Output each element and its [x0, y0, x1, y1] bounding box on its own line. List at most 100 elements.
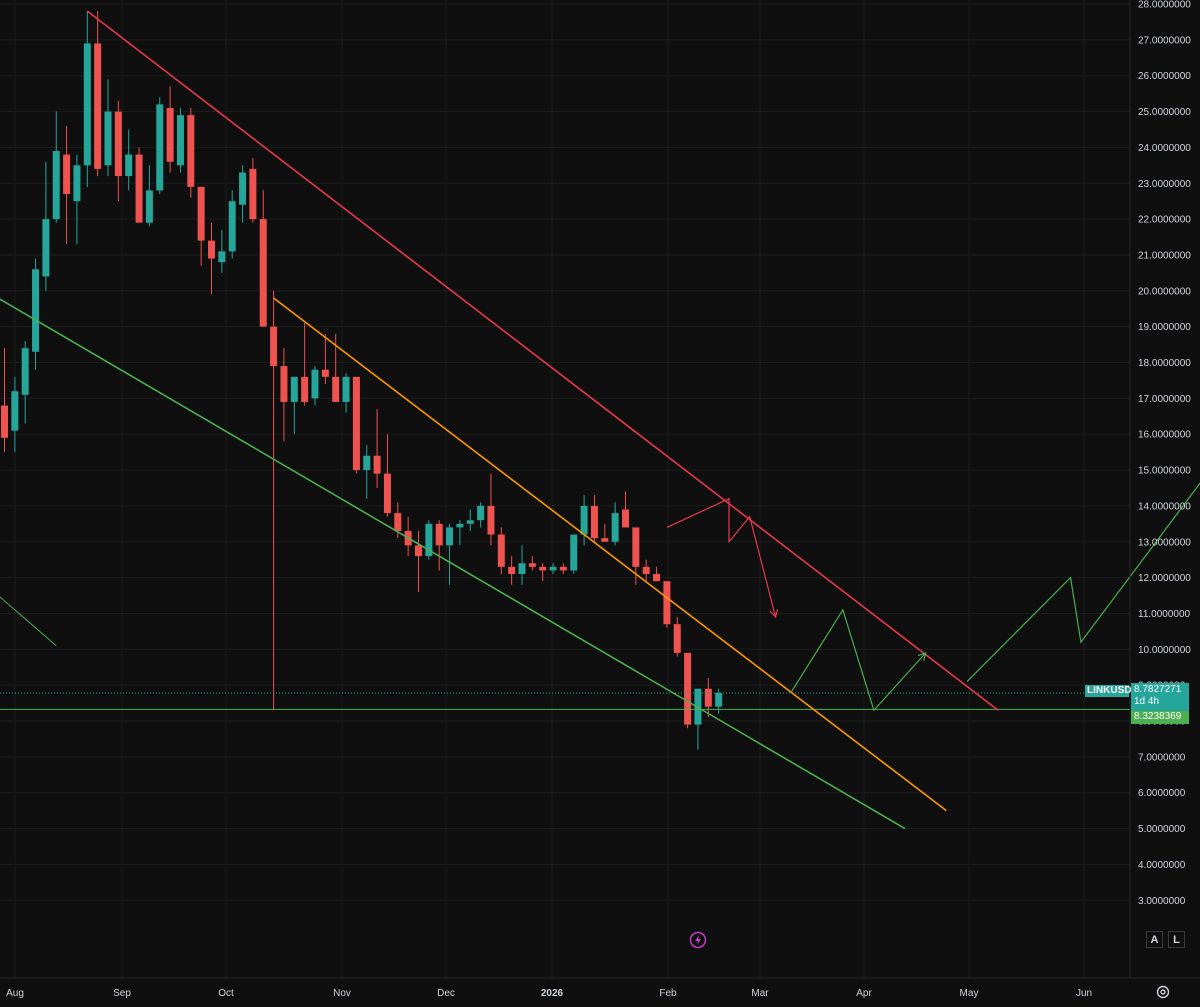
candle-body [218, 251, 226, 263]
candle-body [590, 505, 598, 539]
green-short-line [0, 596, 57, 647]
green-projection-path [790, 608, 927, 712]
y-tick-label: 20.0000000 [1138, 286, 1191, 297]
candle [415, 530, 422, 592]
candle-body [249, 168, 257, 220]
y-tick-label: 14.0000000 [1138, 501, 1191, 512]
candle [145, 165, 153, 227]
candle-body [704, 688, 712, 707]
candle-body [580, 505, 588, 535]
candle-body [559, 566, 567, 571]
candle-body [487, 505, 495, 535]
candle [373, 409, 381, 488]
candle [32, 258, 40, 370]
candle-body [73, 165, 81, 202]
green-support-line [0, 298, 906, 830]
candle [280, 348, 288, 442]
candle [508, 556, 516, 585]
candles [1, 11, 723, 750]
candle [632, 527, 640, 585]
settings-gear-icon[interactable] [1155, 984, 1171, 1000]
candle-body [622, 509, 629, 528]
candle [342, 373, 350, 413]
candle [663, 581, 671, 628]
candle [363, 444, 371, 499]
candle-body [508, 566, 516, 575]
log-scale-button[interactable]: L [1168, 931, 1185, 948]
candle [301, 323, 309, 406]
x-tick-label: Nov [333, 988, 351, 999]
candle [528, 556, 536, 571]
price-axis[interactable]: 28.0000000 27.0000000 26.0000000 25.0000000… [1129, 0, 1191, 978]
candle-body [446, 527, 454, 546]
candle-body [32, 269, 40, 352]
candle-body [135, 154, 143, 223]
candle [518, 545, 526, 585]
candle [487, 473, 495, 546]
candle [104, 79, 112, 177]
candle-body [208, 240, 215, 259]
x-tick-label: Jun [1076, 988, 1092, 999]
candle [466, 509, 474, 531]
candle-body [176, 115, 184, 166]
y-tick-label: 12.0000000 [1138, 573, 1191, 584]
y-tick-label: 26.0000000 [1138, 71, 1191, 82]
y-tick-label: 11.0000000 [1138, 609, 1191, 620]
candle-body [114, 111, 122, 177]
y-tick-label: 4.0000000 [1138, 860, 1186, 871]
red-resistance-line [86, 10, 999, 711]
y-tick-label: 24.0000000 [1138, 143, 1191, 154]
candle [446, 523, 454, 585]
candle-body [673, 624, 681, 653]
candle-body [104, 111, 112, 166]
candle [642, 559, 650, 582]
candle [270, 290, 278, 711]
candle [187, 107, 195, 198]
symbol-label: LINKUSD [1085, 685, 1132, 697]
candle [52, 111, 60, 223]
candle [352, 376, 360, 474]
green-long-projection-path [966, 482, 1200, 682]
x-tick-label: Mar [751, 988, 769, 999]
candle-body [342, 376, 350, 402]
candle [208, 222, 215, 295]
drawings [0, 10, 1200, 830]
candle [580, 495, 588, 546]
bolt-icon[interactable] [689, 931, 707, 949]
candle-body [684, 652, 692, 725]
candle [311, 366, 319, 406]
y-tick-label: 3.0000000 [1138, 896, 1186, 907]
candle-body [166, 107, 174, 162]
candle [684, 652, 692, 729]
y-tick-label: 27.0000000 [1138, 35, 1191, 46]
candle-body [611, 513, 619, 542]
candle [239, 165, 247, 223]
orange-trend-line [273, 297, 947, 812]
time-axis[interactable]: Aug Sep Oct Nov Dec 2026 Feb Mar Apr May Jun [0, 977, 1200, 999]
auto-scale-button[interactable]: A [1146, 931, 1163, 948]
candle [176, 107, 184, 173]
candle-body [383, 473, 391, 514]
candle [156, 97, 164, 195]
candle [559, 563, 567, 575]
candle-body [145, 190, 153, 223]
candle [1, 348, 8, 453]
candle-body [83, 43, 91, 166]
candle-body [11, 391, 19, 431]
candle [228, 190, 236, 259]
candle-body [187, 115, 195, 187]
candle-body [363, 455, 371, 471]
candle [622, 491, 629, 528]
candle-body [321, 369, 329, 377]
candle [435, 520, 443, 571]
candle [694, 688, 702, 750]
candle-body [1, 405, 8, 438]
candle-body [52, 150, 60, 220]
countdown-value: 1d 4h [1134, 696, 1160, 707]
candle-body [21, 348, 29, 395]
y-tick-label: 6.0000000 [1138, 788, 1186, 799]
y-tick-label: 22.0000000 [1138, 215, 1191, 226]
candle-body [270, 326, 278, 367]
candle-body [280, 366, 288, 402]
